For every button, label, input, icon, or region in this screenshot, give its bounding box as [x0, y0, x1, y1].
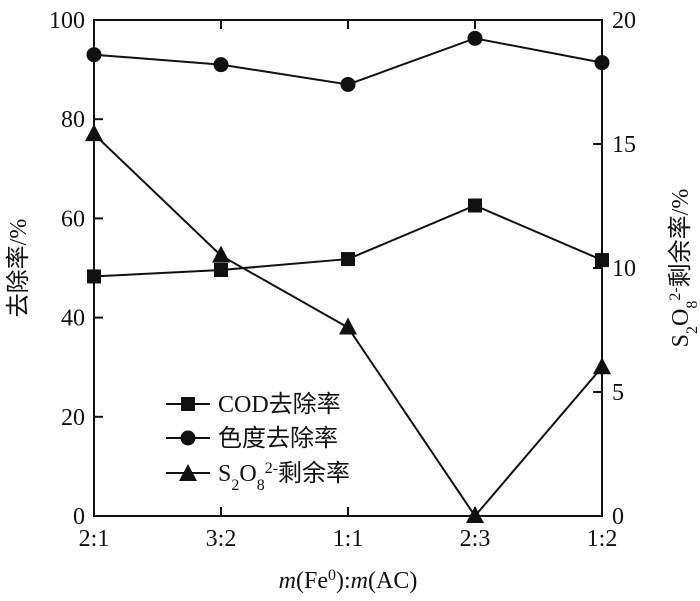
point-circle [86, 47, 102, 63]
legend-label-cod: COD去除率 [218, 391, 341, 418]
point-square [468, 198, 482, 213]
y-left-tick-label: 60 [61, 206, 85, 232]
legend-label-s2o8: S2O82-剩余率 [218, 460, 350, 494]
y-left-tick-label: 40 [61, 306, 85, 332]
legend-marker-circle [180, 430, 196, 446]
y-left-tick-label: 20 [61, 405, 85, 431]
y-left-tick-label: 80 [61, 107, 85, 133]
x-tick-label: 1:1 [333, 526, 364, 552]
point-circle [467, 30, 483, 46]
point-circle [340, 76, 356, 92]
x-axis-title: m(Fe0):m(AC) [279, 567, 418, 595]
point-square [341, 252, 355, 267]
point-circle [594, 55, 610, 71]
y-right-tick-label: 5 [612, 380, 624, 406]
y-right-tick-label: 10 [612, 256, 636, 282]
y-left-tick-label: 100 [49, 8, 85, 34]
ticks: 0 20 40 60 80 100 0 5 10 15 20 2:1 3:2 1:1 2:3 1:2 [49, 8, 636, 552]
y-left-tick-label: 0 [73, 504, 85, 530]
point-triangle [212, 245, 230, 263]
legend-label-color: 色度去除率 [218, 425, 338, 452]
point-triangle [466, 506, 484, 523]
series-layer [85, 30, 611, 523]
point-square [87, 269, 101, 284]
point-triangle [593, 357, 611, 375]
y-right-tick-label: 20 [612, 8, 636, 34]
legend: COD去除率 色度去除率 S2O82-剩余率 [166, 391, 350, 494]
point-circle [213, 57, 229, 73]
y-right-tick-label: 15 [612, 132, 636, 158]
y-axis-right-title: S2O82-剩余率/% [667, 189, 700, 348]
point-square [595, 253, 609, 268]
x-tick-label: 3:2 [206, 526, 237, 552]
y-right-tick-label: 0 [612, 504, 624, 530]
legend-marker-square [181, 397, 195, 411]
legend-marker-triangle [179, 464, 197, 481]
point-square [214, 262, 228, 277]
plot-frame [93, 19, 603, 517]
point-triangle [339, 317, 357, 335]
x-tick-label: 2:3 [460, 526, 491, 552]
point-triangle [85, 124, 103, 142]
x-tick-label: 1:2 [587, 526, 618, 552]
y-axis-left-title: 去除率/% [5, 219, 32, 318]
x-tick-label: 2:1 [79, 526, 110, 552]
